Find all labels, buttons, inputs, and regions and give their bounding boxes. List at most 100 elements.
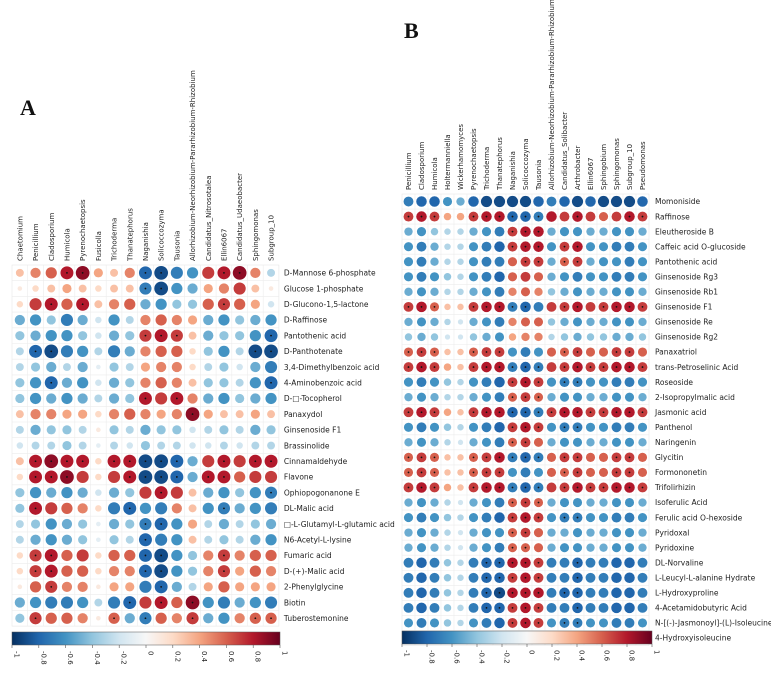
correlation-circle bbox=[234, 550, 245, 561]
correlation-circle bbox=[598, 513, 609, 523]
panel-a-letter: A bbox=[20, 95, 36, 120]
correlation-circle bbox=[638, 438, 647, 447]
correlation-circle bbox=[443, 604, 452, 612]
correlation-circle bbox=[611, 572, 622, 584]
correlation-circle bbox=[457, 545, 464, 551]
correlation-circle bbox=[203, 346, 213, 356]
row-label: Naringenin bbox=[655, 438, 696, 447]
significance-dot bbox=[407, 486, 410, 489]
correlation-circle bbox=[107, 596, 121, 609]
correlation-circle bbox=[469, 543, 478, 552]
correlation-circle bbox=[546, 602, 557, 613]
correlation-circle bbox=[15, 520, 24, 529]
correlation-circle bbox=[457, 484, 464, 491]
column-label: Candidatus_Udaeobacter bbox=[236, 173, 244, 261]
correlation-circle bbox=[96, 427, 101, 433]
correlation-circle bbox=[235, 425, 244, 434]
row-label: Raffinose bbox=[655, 212, 690, 221]
correlation-circle bbox=[481, 256, 492, 267]
correlation-circle bbox=[187, 299, 198, 309]
correlation-circle bbox=[265, 566, 277, 577]
correlation-circle bbox=[403, 257, 414, 267]
correlation-circle bbox=[108, 549, 120, 562]
correlation-circle bbox=[520, 317, 531, 327]
correlation-circle bbox=[457, 408, 464, 416]
row-label: N6-Acetyl-L-lysine bbox=[284, 535, 352, 544]
correlation-circle bbox=[15, 488, 25, 498]
correlation-circle bbox=[611, 211, 622, 222]
correlation-circle bbox=[108, 314, 120, 326]
correlation-circle bbox=[76, 470, 89, 484]
correlation-circle bbox=[547, 393, 556, 402]
correlation-circle bbox=[637, 196, 648, 207]
correlation-circle bbox=[29, 314, 42, 326]
correlation-circle bbox=[637, 422, 648, 432]
significance-dot bbox=[160, 523, 163, 525]
significance-dot bbox=[160, 554, 163, 557]
correlation-circle bbox=[108, 518, 120, 530]
correlation-circle bbox=[203, 283, 213, 294]
significance-dot bbox=[576, 411, 579, 414]
correlation-circle bbox=[30, 267, 41, 278]
row-label: □-L-Glutamyl-L-glutamic acid bbox=[284, 520, 395, 529]
correlation-circle bbox=[15, 613, 25, 623]
correlation-circle bbox=[547, 272, 556, 281]
correlation-circle bbox=[572, 437, 583, 447]
correlation-circle bbox=[60, 345, 74, 358]
correlation-circle bbox=[46, 425, 56, 435]
correlation-circle bbox=[586, 393, 595, 402]
correlation-circle bbox=[534, 332, 543, 342]
correlation-circle bbox=[443, 408, 452, 416]
correlation-circle bbox=[416, 543, 427, 553]
significance-dot bbox=[628, 486, 631, 489]
row-label: Roseoside bbox=[655, 378, 693, 387]
correlation-circle bbox=[95, 473, 102, 481]
significance-dot bbox=[511, 456, 514, 459]
correlation-circle bbox=[249, 487, 261, 499]
correlation-circle bbox=[494, 376, 505, 388]
correlation-circle bbox=[572, 497, 583, 508]
correlation-circle bbox=[15, 535, 24, 544]
correlation-circle bbox=[443, 619, 452, 627]
correlation-circle bbox=[520, 347, 531, 357]
column-label: Tausonia bbox=[173, 231, 181, 262]
correlation-circle bbox=[29, 581, 42, 593]
significance-dot bbox=[537, 606, 540, 609]
significance-dot bbox=[407, 215, 410, 218]
correlation-circle bbox=[265, 549, 277, 562]
correlation-circle bbox=[95, 505, 102, 512]
significance-dot bbox=[537, 230, 540, 233]
correlation-circle bbox=[30, 534, 41, 545]
significance-dot bbox=[602, 366, 605, 368]
significance-dot bbox=[576, 591, 579, 594]
correlation-circle bbox=[219, 362, 229, 372]
significance-dot bbox=[223, 303, 225, 306]
correlation-circle bbox=[546, 196, 557, 207]
significance-dot bbox=[160, 334, 163, 337]
significance-dot bbox=[160, 287, 163, 290]
correlation-circle bbox=[204, 520, 213, 529]
correlation-circle bbox=[457, 228, 464, 235]
correlation-circle bbox=[624, 557, 635, 569]
correlation-circle bbox=[457, 559, 464, 566]
significance-dot bbox=[223, 460, 225, 463]
row-label: Pantothenic acid bbox=[284, 331, 347, 340]
correlation-circle bbox=[429, 272, 440, 282]
correlation-circle bbox=[62, 440, 72, 451]
correlation-circle bbox=[585, 301, 596, 312]
significance-dot bbox=[563, 622, 566, 624]
correlation-circle bbox=[481, 271, 492, 282]
colorbar-tick-label: -0.6 bbox=[66, 651, 74, 665]
significance-dot bbox=[628, 215, 631, 218]
significance-dot bbox=[50, 350, 53, 353]
significance-dot bbox=[144, 554, 147, 557]
correlation-circle bbox=[457, 348, 464, 356]
correlation-circle bbox=[599, 438, 608, 447]
correlation-circle bbox=[533, 437, 544, 447]
significance-dot bbox=[50, 460, 53, 463]
column-label: Tausonia bbox=[535, 160, 543, 191]
column-label: Chaetomium bbox=[16, 216, 24, 261]
significance-dot bbox=[472, 366, 475, 368]
significance-dot bbox=[615, 456, 618, 459]
correlation-circle bbox=[469, 333, 478, 341]
